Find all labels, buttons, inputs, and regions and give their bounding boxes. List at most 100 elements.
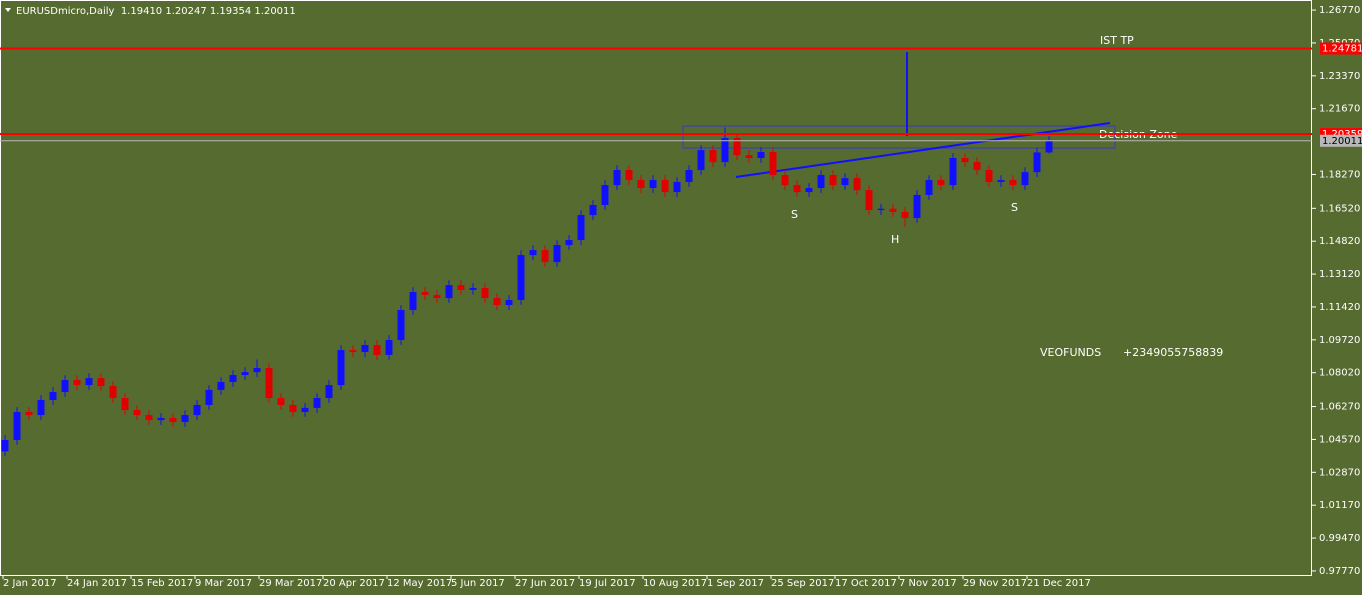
candle-body [793, 185, 801, 193]
candle-body [685, 170, 693, 182]
candle-body [901, 211, 909, 218]
candle-body [925, 180, 933, 195]
annotation: S [791, 208, 798, 221]
candle-body [481, 287, 489, 299]
x-tick-label: 20 Apr 2017 [323, 578, 385, 589]
price-label: 1.20011 [1322, 136, 1362, 147]
candle-body [133, 410, 141, 416]
candle-body [577, 215, 585, 241]
candle-body [529, 250, 537, 256]
candle-body [13, 411, 21, 441]
candle-body [1, 440, 9, 452]
price-label-box [1320, 134, 1362, 147]
candle-body [1033, 152, 1041, 173]
candle-body [457, 285, 465, 290]
price-label: 1.24781 [1322, 44, 1362, 55]
annotation: +2349055758839 [1123, 346, 1223, 359]
candle-body [289, 404, 297, 412]
candle-body [937, 180, 945, 186]
candle-body [109, 386, 117, 399]
candle-body [361, 345, 369, 353]
candle-body [877, 208, 885, 211]
plot-frame [0, 0, 1312, 576]
candle-body [193, 404, 201, 416]
annotation: S [1011, 201, 1018, 214]
candle-body [769, 152, 777, 176]
candle-body [973, 162, 981, 171]
candle-body [145, 415, 153, 421]
candle-body [553, 245, 561, 263]
candle-body [649, 180, 657, 188]
x-tick-label: 7 Nov 2017 [899, 578, 957, 589]
y-tick-label: 1.13120 [1319, 269, 1360, 280]
candle-body [541, 250, 549, 263]
candle-body [157, 417, 165, 421]
candle-body [829, 175, 837, 186]
x-tick-label: 9 Mar 2017 [195, 578, 252, 589]
candle-body [313, 398, 321, 408]
candle-body [1045, 140, 1053, 153]
candle-body [625, 170, 633, 181]
candle-body [241, 372, 249, 376]
candle-body [817, 175, 825, 188]
trendline [735, 122, 1111, 178]
candle-body [265, 368, 273, 399]
candle-body [805, 187, 813, 193]
candle-body [709, 150, 717, 163]
candle-body [373, 345, 381, 355]
chart-title: EURUSDmicro,Daily 1.19410 1.20247 1.1935… [16, 6, 296, 17]
y-tick-label: 1.02870 [1319, 467, 1360, 478]
candle-body [745, 155, 753, 159]
candle-body [433, 294, 441, 299]
menu-arrow[interactable] [5, 8, 11, 12]
candle-body [217, 381, 225, 390]
candle-body [49, 392, 57, 400]
x-tick-label: 17 Oct 2017 [835, 578, 897, 589]
candle-body [889, 208, 897, 212]
price-label-box [1320, 42, 1362, 55]
candle-body [61, 380, 69, 393]
candle-body [673, 181, 681, 193]
x-tick-label: 5 Jun 2017 [451, 578, 505, 589]
candle-body [85, 378, 93, 386]
y-tick-label: 1.11420 [1319, 302, 1360, 313]
y-tick-label: 1.09720 [1319, 335, 1360, 346]
candle-body [301, 407, 309, 412]
candle-body [337, 350, 345, 386]
candle-body [181, 415, 189, 423]
y-tick-label: 1.18270 [1319, 169, 1360, 180]
candle-body [913, 194, 921, 218]
candle-body [37, 399, 45, 416]
x-tick-label: 1 Sep 2017 [707, 578, 764, 589]
y-tick-label: 1.14820 [1319, 236, 1360, 247]
candle-body [397, 310, 405, 341]
candle-body [505, 299, 513, 306]
x-tick-label: 19 Jul 2017 [579, 578, 636, 589]
candle-body [841, 178, 849, 186]
candle-body [253, 368, 261, 373]
candle-body [757, 152, 765, 159]
candle-body [565, 240, 573, 246]
candle-body [961, 158, 969, 163]
x-tick-label: 25 Sep 2017 [771, 578, 834, 589]
candle-body [589, 205, 597, 216]
annotation: VEOFUNDS [1040, 346, 1101, 359]
candle-body [733, 138, 741, 156]
candle-body [229, 375, 237, 382]
x-tick-label: 29 Nov 2017 [963, 578, 1027, 589]
candle-body [613, 170, 621, 186]
x-tick-label: 15 Feb 2017 [131, 578, 193, 589]
candle-body [781, 175, 789, 186]
x-tick-label: 2 Jan 2017 [3, 578, 57, 589]
x-tick-label: 29 Mar 2017 [259, 578, 322, 589]
candle-body [637, 180, 645, 188]
y-tick-label: 1.04570 [1319, 434, 1360, 445]
candle-body [721, 138, 729, 163]
candle-body [493, 298, 501, 306]
annotation: IST TP [1100, 34, 1134, 47]
x-tick-label: 27 Jun 2017 [515, 578, 575, 589]
candle-body [277, 398, 285, 405]
candle-body [949, 158, 957, 186]
y-tick-label: 0.99470 [1319, 533, 1360, 544]
